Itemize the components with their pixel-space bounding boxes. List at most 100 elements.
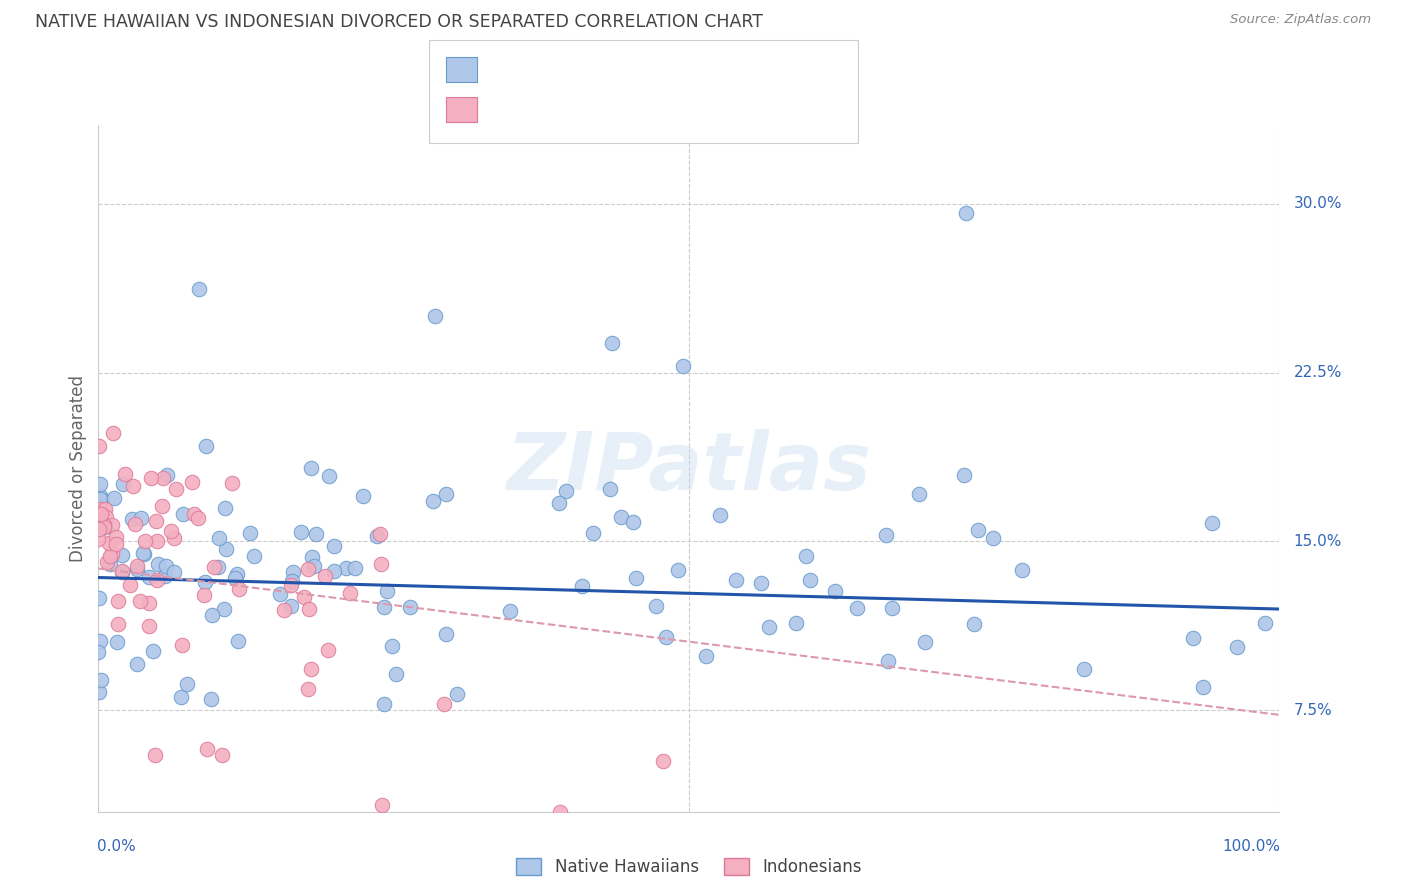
Point [226, 633, 249, 648]
Point [555, 483, 578, 498]
Point [963, 616, 986, 631]
Point [373, 600, 395, 615]
Point [316, 642, 339, 657]
Point [1073, 662, 1095, 676]
Point [89, 491, 111, 506]
Point [434, 627, 457, 641]
Text: 68: 68 [657, 101, 679, 119]
Point [89, 523, 111, 537]
Point [90, 512, 112, 526]
Point [139, 471, 162, 485]
Point [111, 565, 134, 579]
Point [423, 310, 446, 324]
Point [215, 541, 238, 556]
Point [548, 805, 571, 819]
Point [281, 574, 304, 588]
Point [352, 489, 374, 503]
Point [548, 495, 571, 509]
Point [181, 475, 204, 489]
Point [195, 439, 218, 453]
Point [111, 548, 134, 562]
Point [138, 596, 160, 610]
Point [89, 506, 111, 520]
Text: R =: R = [488, 101, 524, 119]
Point [880, 600, 903, 615]
Point [375, 584, 398, 599]
Point [112, 476, 135, 491]
Point [305, 527, 328, 541]
Point [299, 461, 322, 475]
Text: R =: R = [488, 61, 524, 78]
Point [749, 575, 772, 590]
Point [243, 549, 266, 563]
Point [90, 673, 112, 687]
Point [214, 501, 236, 516]
Point [98, 557, 121, 571]
Text: 0.0%: 0.0% [97, 838, 136, 854]
Point [399, 599, 422, 614]
Point [118, 578, 141, 592]
Point [953, 468, 976, 483]
Point [301, 550, 323, 565]
Point [129, 594, 152, 608]
Text: 100.0%: 100.0% [1223, 838, 1281, 854]
Point [269, 587, 291, 601]
Point [224, 571, 246, 585]
Point [89, 476, 111, 491]
Point [93, 520, 115, 534]
Point [170, 638, 193, 652]
Point [90, 507, 112, 521]
Point [273, 602, 295, 616]
Point [87, 533, 110, 547]
Point [183, 507, 205, 521]
Point [155, 558, 177, 573]
Point [758, 620, 780, 634]
Point [111, 564, 134, 578]
Point [207, 560, 229, 574]
Point [163, 531, 186, 545]
Point [297, 681, 319, 696]
Point [134, 534, 156, 549]
Point [280, 578, 302, 592]
Point [385, 667, 408, 681]
Text: N =: N = [619, 61, 655, 78]
Y-axis label: Divorced or Separated: Divorced or Separated [69, 375, 87, 562]
Point [228, 582, 250, 597]
Text: 30.0%: 30.0% [1294, 196, 1343, 211]
Point [121, 512, 143, 526]
Point [176, 676, 198, 690]
Point [93, 518, 115, 533]
Point [914, 635, 936, 649]
Point [94, 510, 117, 524]
Point [600, 336, 623, 351]
Point [145, 514, 167, 528]
Point [146, 534, 169, 549]
Point [132, 547, 155, 561]
Point [187, 511, 209, 525]
Point [89, 591, 111, 606]
Point [318, 468, 340, 483]
Point [96, 555, 118, 569]
Point [156, 468, 179, 483]
Point [153, 569, 176, 583]
Point [152, 471, 174, 485]
Point [624, 571, 647, 585]
Point [107, 616, 129, 631]
Point [582, 525, 605, 540]
Point [434, 486, 457, 500]
Point [422, 494, 444, 508]
Point [799, 573, 821, 587]
Point [875, 528, 897, 542]
Point [652, 754, 675, 768]
Text: 115: 115 [657, 61, 692, 78]
Point [290, 525, 312, 540]
Point [200, 692, 222, 706]
Point [202, 560, 225, 574]
Point [94, 520, 117, 534]
Point [103, 491, 125, 505]
Point [571, 579, 593, 593]
Point [280, 599, 302, 614]
Point [655, 631, 678, 645]
Point [87, 439, 110, 453]
Point [1192, 680, 1215, 694]
